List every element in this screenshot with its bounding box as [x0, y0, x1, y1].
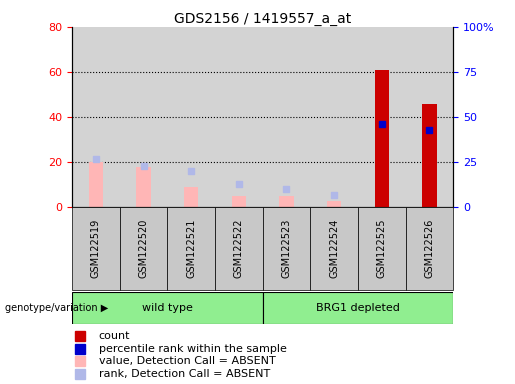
Bar	[119, 207, 167, 290]
Text: count: count	[99, 331, 130, 341]
Text: GSM122522: GSM122522	[234, 219, 244, 278]
Text: GSM122525: GSM122525	[377, 219, 387, 278]
Bar	[232, 196, 246, 207]
Text: GSM122523: GSM122523	[282, 219, 291, 278]
Text: GSM122526: GSM122526	[424, 219, 434, 278]
Bar	[136, 167, 151, 207]
Text: GSM122520: GSM122520	[139, 219, 148, 278]
Bar	[310, 207, 358, 290]
Bar	[184, 187, 198, 207]
Bar	[405, 207, 453, 290]
Title: GDS2156 / 1419557_a_at: GDS2156 / 1419557_a_at	[174, 12, 351, 26]
Bar	[263, 292, 453, 324]
Bar	[215, 207, 263, 290]
Text: percentile rank within the sample: percentile rank within the sample	[99, 344, 287, 354]
Text: value, Detection Call = ABSENT: value, Detection Call = ABSENT	[99, 356, 276, 366]
Text: GSM122519: GSM122519	[91, 219, 101, 278]
Bar	[167, 207, 215, 290]
Bar	[72, 292, 263, 324]
Bar	[279, 196, 294, 207]
Bar	[263, 207, 310, 290]
Bar	[374, 70, 389, 207]
Bar	[358, 207, 405, 290]
Bar	[89, 162, 103, 207]
Text: GSM122521: GSM122521	[186, 219, 196, 278]
Text: wild type: wild type	[142, 303, 193, 313]
Bar	[72, 207, 119, 290]
Bar	[422, 104, 437, 207]
Bar	[327, 200, 341, 207]
Text: BRG1 depleted: BRG1 depleted	[316, 303, 400, 313]
Text: rank, Detection Call = ABSENT: rank, Detection Call = ABSENT	[99, 369, 270, 379]
Text: GSM122524: GSM122524	[329, 219, 339, 278]
Text: genotype/variation ▶: genotype/variation ▶	[5, 303, 108, 313]
